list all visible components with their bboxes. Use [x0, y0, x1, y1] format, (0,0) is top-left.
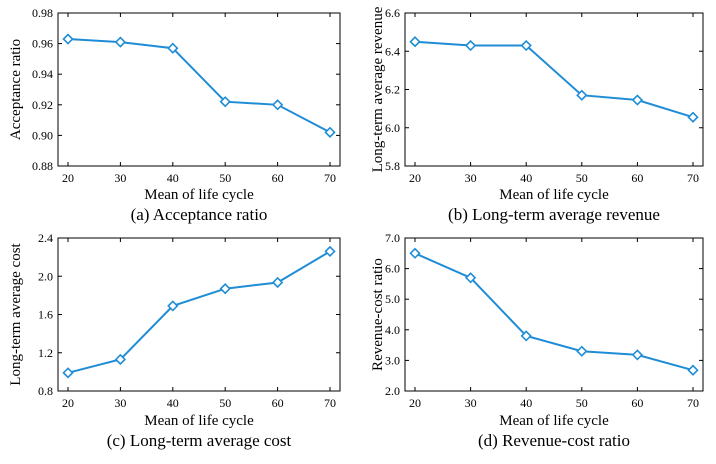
y-tick-label: 0.8 — [38, 384, 53, 398]
x-tick-label: 30 — [114, 396, 126, 410]
series-line — [414, 252, 694, 372]
x-axis-label: Mean of life cycle — [499, 413, 609, 429]
x-tick-label: 40 — [520, 396, 532, 410]
y-tick-label: 5.8 — [385, 159, 400, 173]
y-tick-label: 5.0 — [385, 292, 400, 306]
data-point — [520, 330, 532, 342]
data-point — [271, 99, 284, 111]
data-point — [219, 283, 231, 295]
y-tick-label: 0.90 — [32, 128, 53, 142]
y-tick-label: 0.92 — [32, 98, 53, 112]
x-tick-label: 50 — [219, 171, 231, 185]
data-point — [62, 33, 74, 45]
x-tick-label: 60 — [272, 396, 284, 410]
data-point — [409, 36, 421, 48]
y-tick-label: 6.6 — [385, 6, 400, 20]
x-tick-label: 50 — [219, 396, 231, 410]
chart-panel-a: 0.88 0.90 0.92 0.94 0.96 0.98 20 30 40 50 60 70 Mean… — [8, 6, 341, 224]
y-axis-label: Acceptance ratio — [8, 39, 24, 140]
y-tick-label: 6.4 — [385, 44, 400, 58]
data-point — [687, 364, 699, 376]
x-tick-label: 20 — [409, 171, 421, 185]
x-tick-label: 60 — [631, 396, 643, 410]
y-tick-label: 0.88 — [32, 159, 53, 173]
x-axis-label: Mean of life cycle — [144, 187, 254, 203]
x-axis-label: Mean of life cycle — [499, 187, 609, 203]
x-tick-label: 70 — [687, 171, 699, 185]
data-point — [687, 111, 699, 123]
x-tick-label: 40 — [167, 171, 179, 185]
y-tick-label: 2.0 — [385, 384, 400, 398]
y-tick-label: 4.0 — [385, 323, 400, 337]
data-point — [324, 126, 336, 138]
y-tick-label: 7.0 — [385, 231, 400, 245]
chart-panel-c: 0.8 1.2 1.6 2.0 2.4 20 30 40 50 60 70 Mean of life … — [8, 231, 341, 450]
data-point — [219, 96, 231, 108]
plot-frame — [404, 12, 704, 167]
data-point — [631, 94, 644, 106]
x-tick-label: 30 — [465, 396, 477, 410]
y-axis-label: Long-term average revenue — [370, 6, 386, 172]
x-tick-label: 20 — [409, 396, 421, 410]
x-tick-label: 30 — [114, 171, 126, 185]
x-tick-label: 70 — [324, 396, 336, 410]
data-point — [409, 247, 421, 259]
data-point — [576, 345, 588, 357]
x-tick-label: 70 — [324, 171, 336, 185]
x-tick-label: 50 — [576, 396, 588, 410]
panel-caption: (b) Long-term average revenue — [448, 205, 660, 224]
x-tick-label: 30 — [465, 171, 477, 185]
data-point — [167, 42, 179, 54]
data-point — [114, 353, 127, 366]
y-tick-label: 0.96 — [32, 37, 53, 51]
data-point — [631, 349, 644, 361]
y-tick-label: 6.2 — [385, 83, 400, 97]
plot-frame — [57, 237, 341, 392]
y-tick-label: 2.4 — [38, 231, 53, 245]
data-point — [520, 39, 532, 52]
data-point — [576, 89, 588, 101]
y-tick-label: 1.6 — [38, 308, 53, 322]
y-tick-label: 0.94 — [32, 67, 53, 81]
series-line — [414, 40, 694, 119]
data-point — [464, 272, 477, 284]
series-line — [67, 250, 331, 374]
data-point — [271, 276, 284, 289]
chart-panel-d: 2.0 3.0 4.0 5.0 6.0 7.0 20 30 40 50 60 70 Mean of li… — [370, 231, 704, 450]
data-point — [324, 245, 336, 258]
y-tick-label: 6.0 — [385, 121, 400, 135]
x-tick-label: 60 — [272, 171, 284, 185]
series-line — [67, 38, 331, 134]
x-tick-label: 50 — [576, 171, 588, 185]
x-tick-label: 20 — [62, 396, 74, 410]
panel-caption: (c) Long-term average cost — [107, 431, 292, 450]
x-tick-label: 40 — [520, 171, 532, 185]
x-axis-label: Mean of life cycle — [144, 413, 254, 429]
data-point — [464, 39, 477, 52]
chart-panel-b: 5.8 6.0 6.2 6.4 6.6 20 30 40 50 60 70 Mean of life … — [370, 6, 704, 224]
y-tick-label: 3.0 — [385, 353, 400, 367]
plot-frame — [57, 12, 341, 167]
x-tick-label: 70 — [687, 396, 699, 410]
panel-caption: (a) Acceptance ratio — [131, 205, 268, 224]
y-axis-label: Long-term average cost — [8, 242, 24, 385]
y-tick-label: 2.0 — [38, 269, 53, 283]
y-tick-label: 6.0 — [385, 262, 400, 276]
plot-frame — [404, 237, 704, 392]
data-point — [62, 367, 74, 379]
x-tick-label: 60 — [631, 171, 643, 185]
y-axis-label: Revenue-cost ratio — [370, 258, 386, 371]
data-point — [114, 36, 127, 48]
x-tick-label: 20 — [62, 171, 74, 185]
panel-caption: (d) Revenue-cost ratio — [478, 431, 630, 450]
data-point — [167, 300, 179, 312]
y-tick-label: 1.2 — [38, 346, 53, 360]
x-tick-label: 40 — [167, 396, 179, 410]
y-tick-label: 0.98 — [32, 6, 53, 20]
